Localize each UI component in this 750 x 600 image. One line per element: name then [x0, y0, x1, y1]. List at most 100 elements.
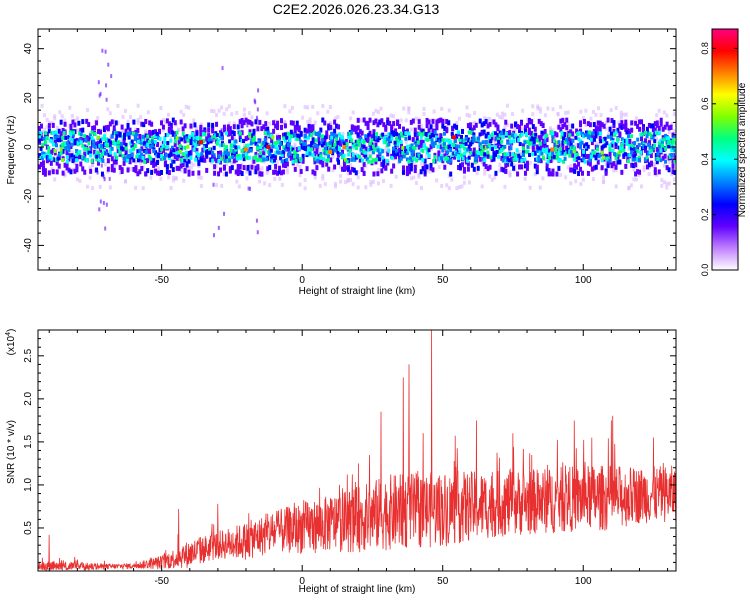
spectral-cell	[68, 105, 72, 110]
spectral-cell	[412, 146, 416, 151]
spectral-cell	[366, 125, 370, 131]
spectral-cell	[325, 150, 329, 155]
spectral-cell	[472, 151, 476, 157]
spectral-cell	[150, 169, 154, 175]
spectral-cell	[596, 159, 600, 165]
spectral-cell	[569, 163, 573, 168]
spectral-cell	[156, 159, 160, 165]
spectral-cell	[531, 104, 535, 109]
spectral-cell	[429, 137, 433, 142]
spectral-cell	[597, 131, 601, 136]
spectral-cell	[78, 178, 82, 183]
spectral-cell	[295, 120, 299, 126]
spectral-cell	[418, 153, 422, 158]
spectral-cell	[616, 152, 620, 157]
spectral-cell	[215, 113, 219, 118]
spectral-cell	[101, 158, 105, 163]
spectral-cell	[419, 154, 423, 159]
spectral-cell	[274, 169, 278, 175]
spectral-cell	[641, 125, 645, 131]
spectral-cell	[469, 150, 473, 155]
spectral-cell	[342, 141, 346, 146]
spectral-cell	[237, 153, 241, 158]
spectral-cell	[283, 123, 287, 129]
spectral-cell	[640, 136, 644, 142]
spectral-cell	[129, 149, 133, 154]
spectral-cell	[319, 159, 323, 165]
spectral-cell	[242, 142, 246, 147]
spectral-cell	[545, 133, 549, 138]
spectral-cell	[504, 131, 508, 136]
spectral-cell	[468, 148, 472, 154]
spectral-cell	[38, 153, 41, 159]
spectral-cell	[417, 174, 421, 179]
spectral-cell	[321, 104, 325, 109]
spectral-cell	[335, 145, 339, 151]
spectral-cell	[299, 139, 303, 144]
spectral-cell	[97, 140, 101, 146]
spectral-cell	[174, 176, 178, 181]
spectral-cell	[305, 128, 309, 134]
spectral-cell	[465, 113, 469, 118]
spectral-cell	[382, 163, 386, 169]
spectral-cell	[625, 138, 629, 143]
spectral-cell	[268, 121, 272, 126]
spectral-cell	[283, 132, 287, 138]
spectral-cell	[340, 149, 344, 155]
spectral-cell	[126, 167, 130, 173]
spectral-cell	[509, 139, 513, 144]
spectral-cell	[384, 124, 388, 130]
spectral-cell	[199, 132, 203, 138]
spectral-cell	[508, 151, 512, 157]
spectral-cell	[144, 119, 148, 125]
spectral-cell	[599, 139, 603, 144]
spectral-cell	[378, 119, 382, 125]
spectral-cell	[337, 152, 341, 158]
spectral-cell	[296, 153, 300, 158]
spectral-cell	[225, 145, 229, 150]
spectral-cell	[330, 135, 334, 140]
spectral-cell	[618, 132, 622, 138]
spectral-cell	[232, 149, 236, 154]
spectral-cell	[246, 156, 250, 161]
spectral-cell	[531, 152, 535, 157]
spectral-cell	[473, 159, 477, 164]
spectral-cell	[520, 132, 524, 137]
spectral-cell	[325, 158, 329, 163]
spectral-cell	[351, 110, 355, 115]
spectral-cell	[159, 106, 163, 111]
spectral-cell	[484, 119, 488, 125]
spectral-cell	[443, 131, 447, 136]
spectral-cell	[242, 138, 246, 143]
spectral-cell	[560, 130, 564, 135]
spectral-cell	[115, 134, 119, 139]
spectral-cell	[657, 108, 661, 113]
spectral-cell	[633, 154, 637, 159]
spectral-cell	[441, 158, 445, 164]
spectral-cell	[376, 138, 380, 143]
spectral-cell	[413, 156, 417, 161]
spectral-cell	[65, 141, 69, 146]
spectral-cell	[612, 128, 616, 134]
spectral-cell	[656, 131, 660, 136]
spectral-cell	[349, 177, 353, 182]
spectral-cell	[183, 167, 187, 173]
spectral-cell	[643, 147, 647, 153]
spectral-cell	[289, 155, 293, 161]
spectral-cell	[157, 154, 161, 159]
spectral-cell	[171, 117, 175, 123]
spectral-cell	[150, 139, 154, 144]
spectral-cell	[610, 142, 614, 148]
spectral-cell	[114, 120, 118, 126]
spectral-cell	[398, 147, 402, 153]
spectral-cell	[207, 122, 211, 128]
spectral-cell	[437, 165, 441, 170]
spectral-cell	[238, 138, 242, 143]
spectral-cell	[132, 166, 136, 172]
spectral-cell	[469, 139, 473, 144]
spectral-cell	[110, 134, 114, 139]
spectral-cell	[128, 159, 132, 165]
spectral-cell	[555, 171, 559, 177]
spectral-cell	[45, 125, 49, 130]
spectral-cell	[367, 159, 371, 164]
